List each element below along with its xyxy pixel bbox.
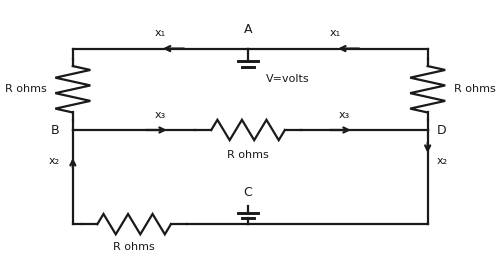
- Text: D: D: [436, 124, 446, 136]
- Text: C: C: [244, 186, 252, 199]
- Text: B: B: [51, 124, 60, 136]
- Text: x₁: x₁: [155, 28, 166, 38]
- Text: x₂: x₂: [48, 155, 60, 166]
- Text: A: A: [244, 23, 252, 36]
- Text: R ohms: R ohms: [227, 150, 269, 160]
- Text: R ohms: R ohms: [5, 84, 46, 94]
- Text: x₁: x₁: [330, 28, 341, 38]
- Text: x₂: x₂: [436, 155, 448, 166]
- Text: x₃: x₃: [339, 110, 350, 120]
- Text: R ohms: R ohms: [114, 242, 155, 252]
- Text: V=volts: V=volts: [266, 74, 309, 84]
- Text: x₃: x₃: [155, 110, 166, 120]
- Text: R ohms: R ohms: [454, 84, 496, 94]
